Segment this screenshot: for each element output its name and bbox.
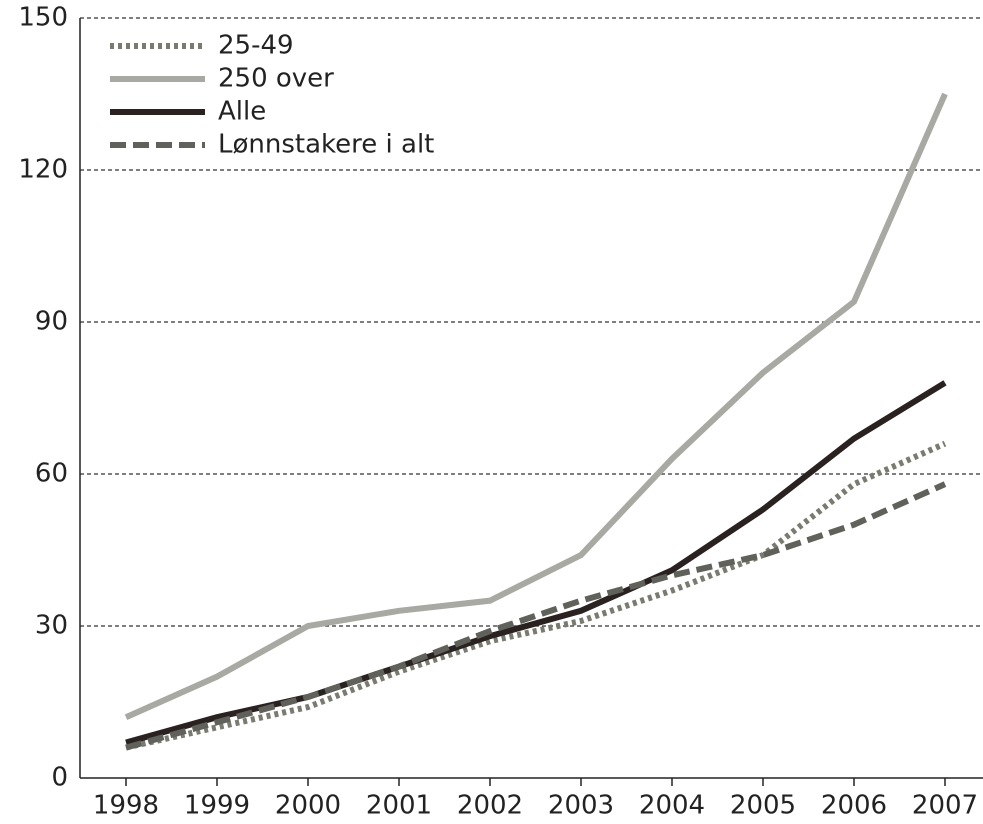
- legend-label: Lønnstakere i alt: [218, 130, 434, 160]
- x-tick-label: 2005: [730, 791, 796, 821]
- x-tick-label: 2006: [821, 791, 887, 821]
- x-tick-label: 2001: [366, 791, 432, 821]
- series-line: [125, 380, 947, 746]
- y-tick-label: 30: [35, 611, 68, 641]
- series-line: [125, 481, 947, 751]
- legend-label: Alle: [218, 97, 266, 127]
- y-tick-label: 150: [18, 3, 68, 33]
- x-tick-label: 2007: [912, 791, 978, 821]
- y-tick-label: 60: [35, 459, 68, 489]
- y-tick-label: 120: [18, 155, 68, 185]
- x-tick-label: 2002: [457, 791, 523, 821]
- y-tick-label: 90: [35, 307, 68, 337]
- series-line: [125, 440, 947, 751]
- x-tick-label: 1998: [93, 791, 159, 821]
- x-tick-label: 1999: [184, 791, 250, 821]
- y-tick-label: 0: [51, 763, 68, 793]
- x-tick-label: 2003: [548, 791, 614, 821]
- legend-label: 25-49: [218, 31, 294, 61]
- legend-label: 250 over: [218, 64, 334, 94]
- x-tick-label: 2000: [275, 791, 341, 821]
- series-line: [124, 92, 948, 720]
- x-tick-label: 2004: [639, 791, 705, 821]
